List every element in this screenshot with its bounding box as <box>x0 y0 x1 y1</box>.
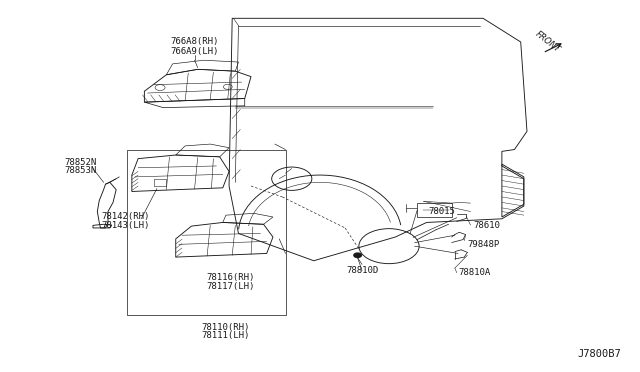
Text: 78117(LH): 78117(LH) <box>207 282 255 291</box>
Text: 78810A: 78810A <box>458 268 490 277</box>
Text: 78810D: 78810D <box>346 266 378 275</box>
Text: 78110(RH): 78110(RH) <box>202 323 250 332</box>
Text: 78852N: 78852N <box>64 158 97 167</box>
Text: 78116(RH): 78116(RH) <box>207 273 255 282</box>
Text: 78142(RH): 78142(RH) <box>101 212 150 221</box>
Text: 766A8(RH): 766A8(RH) <box>170 38 219 46</box>
Text: 78610: 78610 <box>474 221 500 230</box>
Bar <box>127 150 285 315</box>
Text: 78143(LH): 78143(LH) <box>101 221 150 230</box>
Text: 79848P: 79848P <box>467 240 500 249</box>
Bar <box>417 203 452 217</box>
Text: 766A9(LH): 766A9(LH) <box>170 46 219 55</box>
Text: J7800B7: J7800B7 <box>577 349 621 359</box>
Text: 78015: 78015 <box>428 207 455 216</box>
Text: FRONT: FRONT <box>533 30 561 55</box>
Text: 78853N: 78853N <box>64 166 97 175</box>
Text: 78111(LH): 78111(LH) <box>202 331 250 340</box>
Circle shape <box>354 253 362 257</box>
